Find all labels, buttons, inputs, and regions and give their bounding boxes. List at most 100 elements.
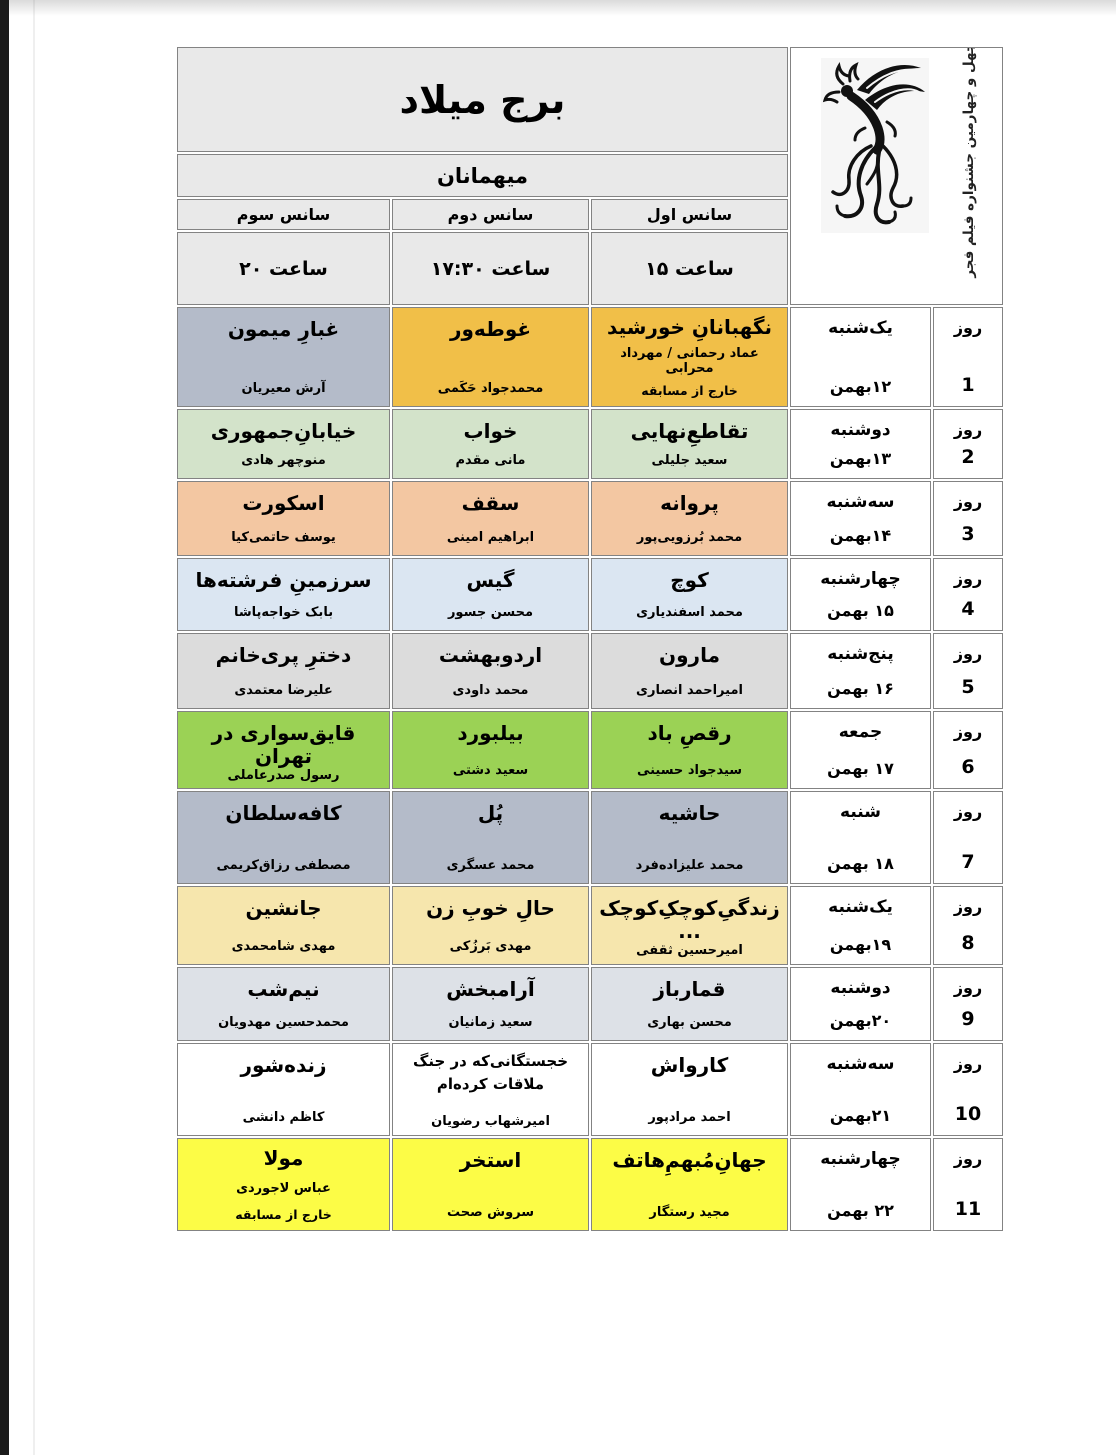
date: ۱۴بهمن [829, 526, 892, 545]
scan-edge-strip [0, 0, 9, 1455]
film-director: محمدجواد حَکَمی [437, 381, 544, 396]
film-director: سعید دشتی [452, 763, 529, 778]
film-cell: غبارِ میمون آرش معیریان [177, 307, 390, 407]
film-title: پروانه [660, 491, 719, 515]
film-director: محمد داودی [452, 683, 529, 698]
day-date-cell: سه‌شنبه ۱۴بهمن [790, 481, 931, 556]
day-date-cell: پنج‌شنبه ۱۶ بهمن [790, 633, 931, 709]
film-director: محمد اسفندیاری [636, 605, 743, 620]
film-director: عباس لاجوردی [236, 1181, 331, 1196]
day-date-cell: یک‌شنبه ۱۲بهمن [790, 307, 931, 407]
schedule-row-day-4: روز 4 چهارشنبه ۱۵ بهمن کوچ محمد اسفندیاری گ… [177, 558, 1003, 631]
film-cell: خواب مانی مقدم [392, 409, 589, 479]
film-cell: زندگیِ‌کوچکِ‌کوچک ... امیرحسین ثقفی [591, 886, 788, 965]
film-cell: نیم‌شب محمدحسین مهدویان [177, 967, 390, 1041]
film-cell: قمارباز محسن بهاری [591, 967, 788, 1041]
film-cell: مارون امیراحمد انصاری [591, 633, 788, 709]
film-director: آرش معیریان [241, 381, 326, 396]
venue-title: برج میلاد [177, 47, 788, 152]
schedule-row-day-6: روز 6 جمعه ۱۷ بهمن رقصِ باد سیدجواد حسینی ب… [177, 711, 1003, 789]
film-director: مهدی شامحمدی [231, 939, 336, 954]
film-title: سقف [461, 491, 520, 515]
film-director: ابراهیم امینی [446, 530, 535, 545]
day-number: 4 [961, 598, 975, 620]
day-number: 1 [961, 374, 975, 396]
weekday: یک‌شنبه [828, 897, 893, 917]
film-cell: جانشین مهدی شامحمدی [177, 886, 390, 965]
weekday: یک‌شنبه [828, 318, 893, 338]
day-date-cell: جمعه ۱۷ بهمن [790, 711, 931, 789]
film-title: کافه‌سلطان [225, 801, 342, 825]
day-number-cell: روز 11 [933, 1138, 1003, 1231]
film-director: مانی مقدم [455, 453, 526, 468]
day-date-cell: چهارشنبه ۱۵ بهمن [790, 558, 931, 631]
film-director: کاظم دانشی [242, 1110, 325, 1125]
film-cell: حالِ خوبِ زن مهدی بَرزُکی [392, 886, 589, 965]
film-title: غوطه‌ور [449, 317, 532, 341]
film-cell: نگهبانانِ خورشید عماد رحمانی / مهرداد محر… [591, 307, 788, 407]
film-title: حالِ خوبِ زن [426, 896, 555, 920]
film-title: دخترِ پری‌خانم [215, 643, 352, 667]
film-title: جهانِ‌مُبهمِ‌هاتف [612, 1148, 767, 1172]
date: ۱۹بهمن [829, 935, 892, 954]
day-number: 3 [961, 523, 975, 545]
film-title: تقاطعِ‌نهایی [630, 419, 749, 443]
date: ۲۱بهمن [829, 1106, 892, 1125]
film-director: احمد مرادپور [648, 1110, 731, 1125]
day-label: روز [953, 897, 983, 916]
day-date-cell: دوشنبه ۲۰بهمن [790, 967, 931, 1041]
film-cell: مولا عباس لاجوردی خارج از مسابقه [177, 1138, 390, 1231]
film-cell: حاشیه محمد علیزاده‌فرد [591, 791, 788, 884]
session-2-time: ساعت ۱۷:۳۰ [392, 232, 589, 305]
film-director: محمد علیزاده‌فرد [635, 858, 744, 873]
day-number: 8 [961, 932, 975, 954]
film-title: بیلبورد [457, 721, 524, 745]
film-title: خواب [463, 419, 518, 443]
schedule-row-day-1: روز 1 یک‌شنبه ۱۲بهمن نگهبانانِ خورشید عماد … [177, 307, 1003, 407]
day-date-cell: شنبه ۱۸ بهمن [790, 791, 931, 884]
film-director: امیرحسین ثقفی [636, 943, 743, 958]
film-cell: کارواش احمد مرادپور [591, 1043, 788, 1136]
date: ۱۶ بهمن [827, 679, 894, 698]
film-cell: استخر سروش صحت [392, 1138, 589, 1231]
film-title: پُل [477, 801, 504, 825]
film-director: منوچهر هادی [241, 453, 326, 468]
simorgh-logo [821, 58, 929, 233]
date: ۱۵ بهمن [827, 601, 894, 620]
scan-top-shadow [9, 0, 1116, 16]
film-cell: پُل محمد عسگری [392, 791, 589, 884]
film-title: غبارِ میمون [227, 317, 340, 341]
day-label: روز [953, 492, 983, 511]
film-title: خجستگانی‌که در جنگ ملاقات کرده‌ام [412, 1052, 569, 1094]
film-title: آرامبخش [446, 977, 535, 1001]
day-number-cell: روز 9 [933, 967, 1003, 1041]
weekday: دوشنبه [830, 420, 891, 440]
day-number: 9 [961, 1008, 975, 1030]
date: ۱۸ بهمن [827, 854, 894, 873]
film-director: محمد بُرزویی‌پور [636, 530, 743, 545]
day-label: روز [953, 1149, 983, 1168]
film-director: علیرضا معتمدی [234, 683, 333, 698]
film-title: گیس [466, 568, 515, 592]
festival-title-vertical: چهل و چهارمین جشنواره فیلم فجر [961, 47, 977, 278]
day-number-cell: روز 7 [933, 791, 1003, 884]
scan-fold-line [33, 0, 35, 1455]
film-director: محسن جسور [447, 605, 534, 620]
session-1-name: سانس اول [591, 199, 788, 230]
date: ۲۲ بهمن [827, 1201, 894, 1220]
date: ۱۳بهمن [829, 449, 892, 468]
day-date-cell: دوشنبه ۱۳بهمن [790, 409, 931, 479]
day-date-cell: یک‌شنبه ۱۹بهمن [790, 886, 931, 965]
film-cell: کافه‌سلطان مصطفی رزاق‌کریمی [177, 791, 390, 884]
weekday: سه‌شنبه [826, 492, 895, 512]
day-number-cell: روز 1 [933, 307, 1003, 407]
session-3-time: ساعت ۲۰ [177, 232, 390, 305]
film-cell: گیس محسن جسور [392, 558, 589, 631]
film-cell: جهانِ‌مُبهمِ‌هاتف مجید رستگار [591, 1138, 788, 1231]
film-director: سعید زمانیان [448, 1015, 533, 1030]
weekday: سه‌شنبه [826, 1054, 895, 1074]
weekday: چهارشنبه [820, 569, 901, 589]
film-director: محمدحسین مهدویان [218, 1015, 349, 1030]
film-director: سروش صحت [446, 1205, 535, 1220]
film-title: رقصِ باد [647, 721, 732, 745]
